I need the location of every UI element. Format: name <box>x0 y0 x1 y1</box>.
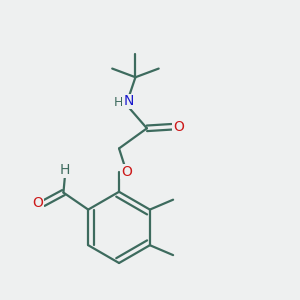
Text: O: O <box>173 120 184 134</box>
Text: N: N <box>123 94 134 108</box>
Text: O: O <box>121 165 132 179</box>
Text: O: O <box>32 196 43 210</box>
Text: H: H <box>114 96 123 109</box>
Text: H: H <box>60 163 70 177</box>
